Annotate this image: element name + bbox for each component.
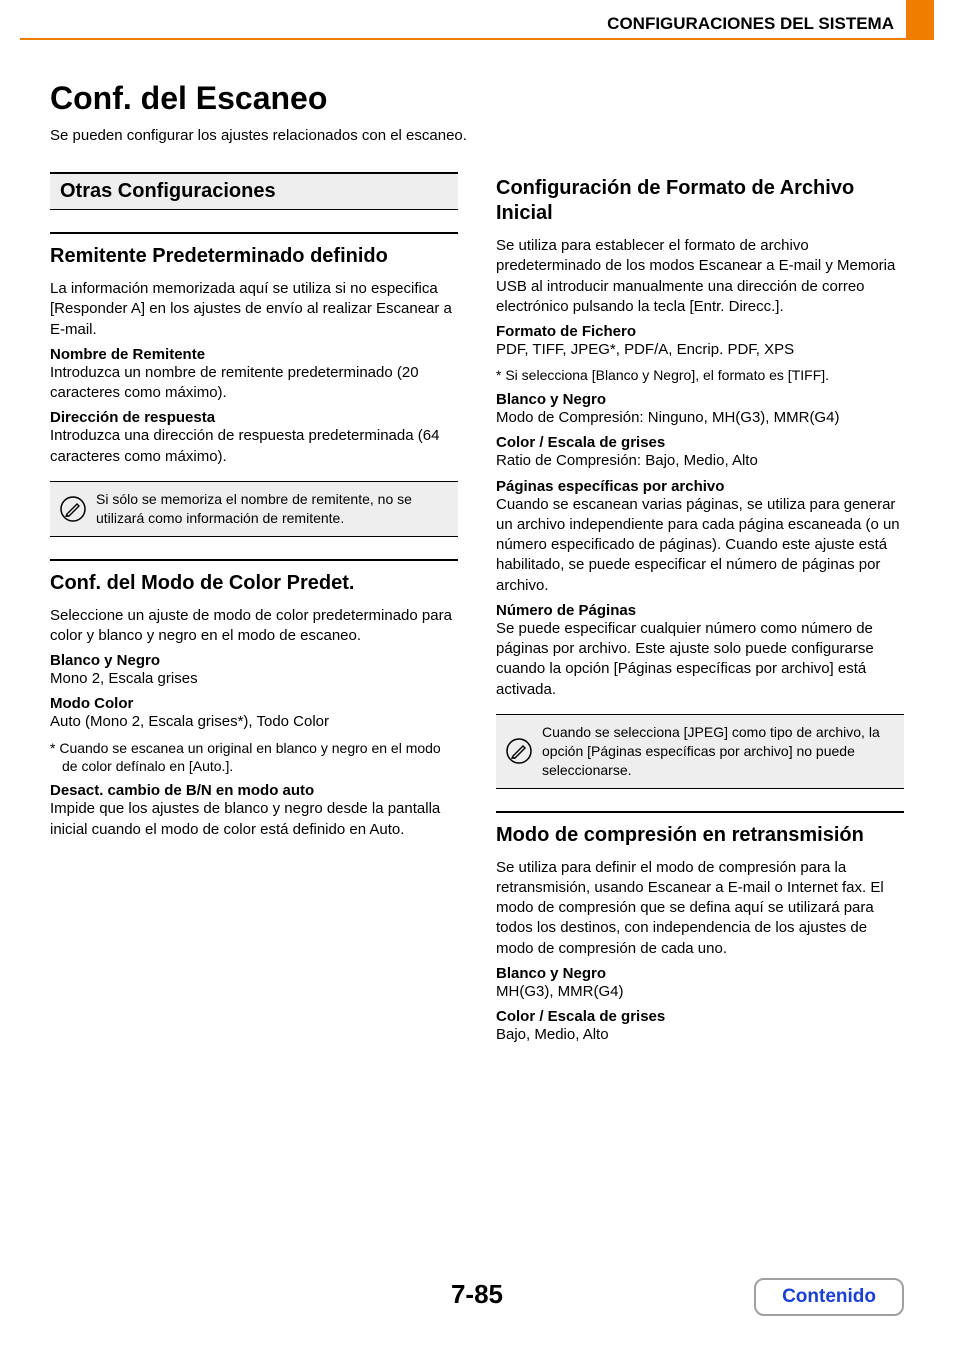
body-text: La información memorizada aquí se utiliz… xyxy=(50,279,458,340)
body-text: PDF, TIFF, JPEG*, PDF/A, Encrip. PDF, XP… xyxy=(496,340,904,360)
section-title-remitente: Remitente Predeterminado definido xyxy=(50,244,458,269)
note-text: Cuando se selecciona [JPEG] como tipo de… xyxy=(542,723,894,780)
page-title: Conf. del Escaneo xyxy=(50,80,904,117)
body-text: Mono 2, Escala grises xyxy=(50,669,458,689)
footnote-text: * Si selecciona [Blanco y Negro], el for… xyxy=(496,366,904,385)
body-text: Se utiliza para establecer el formato de… xyxy=(496,236,904,317)
two-column-layout: Otras Configuraciones Remitente Predeter… xyxy=(50,172,904,1051)
pencil-note-icon xyxy=(60,496,86,522)
field-label: Desact. cambio de B/N en modo auto xyxy=(50,782,458,799)
main-content: Conf. del Escaneo Se pueden configurar l… xyxy=(50,0,904,1051)
section-title-formato: Configuración de Formato de Archivo Inic… xyxy=(496,176,904,226)
contents-button[interactable]: Contenido xyxy=(754,1278,904,1316)
field-label: Blanco y Negro xyxy=(50,652,458,669)
pencil-note-icon xyxy=(506,738,532,764)
divider xyxy=(50,232,458,234)
field-label: Color / Escala de grises xyxy=(496,434,904,451)
body-text: Ratio de Compresión: Bajo, Medio, Alto xyxy=(496,451,904,471)
field-label: Número de Páginas xyxy=(496,602,904,619)
document-page: CONFIGURACIONES DEL SISTEMA Conf. del Es… xyxy=(0,0,954,1350)
field-label: Dirección de respuesta xyxy=(50,409,458,426)
corner-accent xyxy=(906,0,934,38)
field-label: Páginas específicas por archivo xyxy=(496,478,904,495)
field-label: Blanco y Negro xyxy=(496,965,904,982)
section-title-colormode: Conf. del Modo de Color Predet. xyxy=(50,571,458,596)
field-label: Blanco y Negro xyxy=(496,391,904,408)
body-text: Impide que los ajustes de blanco y negro… xyxy=(50,799,458,840)
footnote-text: * Cuando se escanea un original en blanc… xyxy=(50,739,458,777)
section-banner-otras: Otras Configuraciones xyxy=(50,172,458,210)
page-intro: Se pueden configurar los ajustes relacio… xyxy=(50,127,904,144)
left-column: Otras Configuraciones Remitente Predeter… xyxy=(50,172,458,1051)
body-text: Se puede especificar cualquier número co… xyxy=(496,619,904,700)
body-text: Seleccione un ajuste de modo de color pr… xyxy=(50,606,458,647)
field-label: Nombre de Remitente xyxy=(50,346,458,363)
body-text: MH(G3), MMR(G4) xyxy=(496,982,904,1002)
field-label: Formato de Fichero xyxy=(496,323,904,340)
field-label: Modo Color xyxy=(50,695,458,712)
body-text: Introduzca una dirección de respuesta pr… xyxy=(50,426,458,467)
note-box: Cuando se selecciona [JPEG] como tipo de… xyxy=(496,714,904,789)
divider xyxy=(496,811,904,813)
divider xyxy=(50,559,458,561)
note-box: Si sólo se memoriza el nombre de remiten… xyxy=(50,481,458,537)
body-text: Modo de Compresión: Ninguno, MH(G3), MMR… xyxy=(496,408,904,428)
body-text: Auto (Mono 2, Escala grises*), Todo Colo… xyxy=(50,712,458,732)
body-text: Introduzca un nombre de remitente predet… xyxy=(50,363,458,404)
top-rule xyxy=(20,38,934,40)
field-label: Color / Escala de grises xyxy=(496,1008,904,1025)
body-text: Se utiliza para definir el modo de compr… xyxy=(496,858,904,959)
running-header: CONFIGURACIONES DEL SISTEMA xyxy=(607,14,894,34)
body-text: Cuando se escanean varias páginas, se ut… xyxy=(496,495,904,596)
section-title-compresion: Modo de compresión en retransmisión xyxy=(496,823,904,848)
body-text: Bajo, Medio, Alto xyxy=(496,1025,904,1045)
note-text: Si sólo se memoriza el nombre de remiten… xyxy=(96,490,448,528)
right-column: Configuración de Formato de Archivo Inic… xyxy=(496,172,904,1051)
